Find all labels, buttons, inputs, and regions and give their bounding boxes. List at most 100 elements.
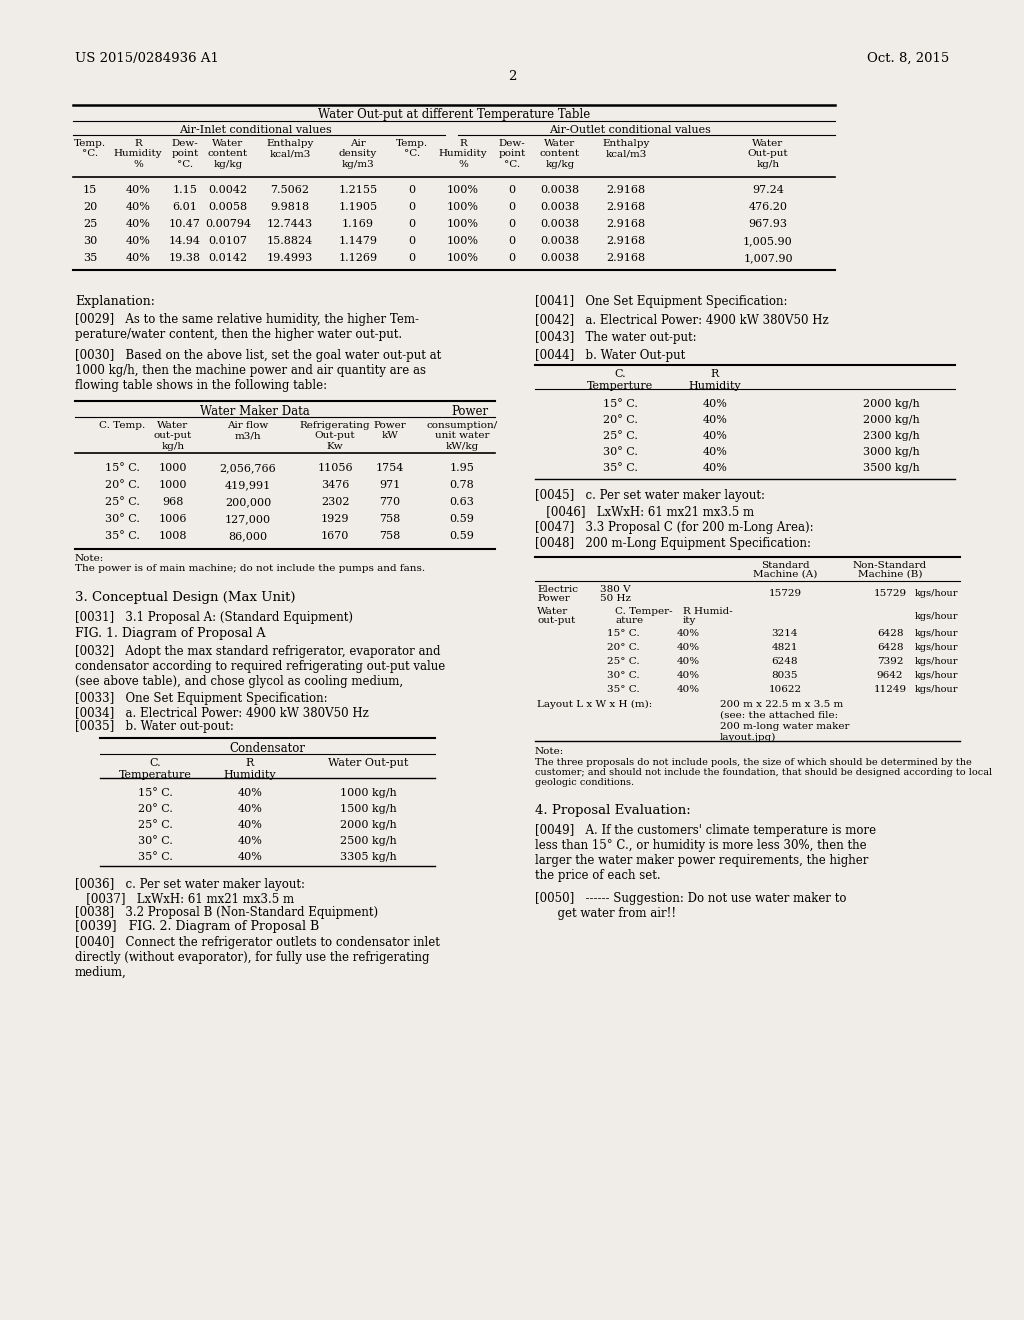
Text: 15729: 15729 <box>768 589 802 598</box>
Text: 100%: 100% <box>447 253 479 263</box>
Text: 1008: 1008 <box>159 531 187 541</box>
Text: Power: Power <box>452 405 488 418</box>
Text: layout.jpg): layout.jpg) <box>720 733 776 742</box>
Text: Explanation:: Explanation: <box>75 294 155 308</box>
Text: 100%: 100% <box>447 202 479 213</box>
Text: 25: 25 <box>83 219 97 228</box>
Text: 1000: 1000 <box>159 480 187 490</box>
Text: 0: 0 <box>409 236 416 246</box>
Text: 1.1479: 1.1479 <box>339 236 378 246</box>
Text: 1.169: 1.169 <box>342 219 374 228</box>
Text: kgs/hour: kgs/hour <box>914 589 958 598</box>
Text: 2000 kg/h: 2000 kg/h <box>863 399 920 409</box>
Text: Non-Standard: Non-Standard <box>853 561 927 570</box>
Text: C. Temper-: C. Temper- <box>615 607 673 616</box>
Text: 15° C.: 15° C. <box>104 463 139 473</box>
Text: 100%: 100% <box>447 219 479 228</box>
Text: Air flow
m3/h: Air flow m3/h <box>227 421 268 441</box>
Text: 35° C.: 35° C. <box>606 685 639 694</box>
Text: Air
density
kg/m3: Air density kg/m3 <box>339 139 377 169</box>
Text: C. Temp.: C. Temp. <box>99 421 145 430</box>
Text: 1006: 1006 <box>159 513 187 524</box>
Text: 0.00794: 0.00794 <box>205 219 251 228</box>
Text: 100%: 100% <box>447 185 479 195</box>
Text: 7392: 7392 <box>877 657 903 667</box>
Text: 1.95: 1.95 <box>450 463 474 473</box>
Text: 3500 kg/h: 3500 kg/h <box>863 463 920 473</box>
Text: Water: Water <box>537 607 568 616</box>
Text: 40%: 40% <box>677 643 699 652</box>
Text: 100%: 100% <box>447 236 479 246</box>
Text: 770: 770 <box>380 498 400 507</box>
Text: 20° C.: 20° C. <box>606 643 639 652</box>
Text: [0045]   c. Per set water maker layout:: [0045] c. Per set water maker layout: <box>535 488 765 502</box>
Text: Layout L x W x H (m):: Layout L x W x H (m): <box>537 700 652 709</box>
Text: [0034]   a. Electrical Power: 4900 kW 380V50 Hz: [0034] a. Electrical Power: 4900 kW 380V… <box>75 706 369 719</box>
Text: Standard: Standard <box>761 561 809 570</box>
Text: [0049]   A. If the customers' climate temperature is more
less than 15° C., or h: [0049] A. If the customers' climate temp… <box>535 824 877 882</box>
Text: [0043]   The water out-put:: [0043] The water out-put: <box>535 331 696 345</box>
Text: 10622: 10622 <box>768 685 802 694</box>
Text: 50 Hz: 50 Hz <box>600 594 631 603</box>
Text: 25° C.: 25° C. <box>104 498 139 507</box>
Text: [0039]   FIG. 2. Diagram of Proposal B: [0039] FIG. 2. Diagram of Proposal B <box>75 920 319 933</box>
Text: (see: the attached file:: (see: the attached file: <box>720 711 838 719</box>
Text: 0.0038: 0.0038 <box>541 185 580 195</box>
Text: 35° C.: 35° C. <box>104 531 139 541</box>
Text: 2302: 2302 <box>321 498 349 507</box>
Text: 9.9818: 9.9818 <box>270 202 309 213</box>
Text: 30° C.: 30° C. <box>602 447 637 457</box>
Text: 127,000: 127,000 <box>225 513 271 524</box>
Text: 30° C.: 30° C. <box>137 836 172 846</box>
Text: 10.47: 10.47 <box>169 219 201 228</box>
Text: Enthalpy
kcal/m3: Enthalpy kcal/m3 <box>266 139 313 158</box>
Text: 2.9168: 2.9168 <box>606 202 645 213</box>
Text: 0: 0 <box>509 236 515 246</box>
Text: Water
content
kg/kg: Water content kg/kg <box>208 139 248 169</box>
Text: Power: Power <box>537 594 569 603</box>
Text: 6.01: 6.01 <box>173 202 198 213</box>
Text: 19.4993: 19.4993 <box>267 253 313 263</box>
Text: 2500 kg/h: 2500 kg/h <box>340 836 396 846</box>
Text: Dew-
point
°C.: Dew- point °C. <box>499 139 525 169</box>
Text: 15° C.: 15° C. <box>602 399 637 409</box>
Text: 35° C.: 35° C. <box>602 463 637 473</box>
Text: 6248: 6248 <box>772 657 799 667</box>
Text: Power
kW: Power kW <box>374 421 407 441</box>
Text: 40%: 40% <box>126 202 151 213</box>
Text: [0031]   3.1 Proposal A: (Standard Equipment): [0031] 3.1 Proposal A: (Standard Equipme… <box>75 611 353 624</box>
Text: Enthalpy
kcal/m3: Enthalpy kcal/m3 <box>602 139 649 158</box>
Text: 25° C.: 25° C. <box>606 657 639 667</box>
Text: 0: 0 <box>509 253 515 263</box>
Text: Water
Out-put
kg/h: Water Out-put kg/h <box>748 139 788 169</box>
Text: 967.93: 967.93 <box>749 219 787 228</box>
Text: 40%: 40% <box>677 657 699 667</box>
Text: Oct. 8, 2015: Oct. 8, 2015 <box>866 51 949 65</box>
Text: 0.0142: 0.0142 <box>209 253 248 263</box>
Text: 1500 kg/h: 1500 kg/h <box>340 804 396 814</box>
Text: 40%: 40% <box>702 432 727 441</box>
Text: geologic conditions.: geologic conditions. <box>535 777 634 787</box>
Text: R
Humidity: R Humidity <box>689 370 741 391</box>
Text: [0042]   a. Electrical Power: 4900 kW 380V50 Hz: [0042] a. Electrical Power: 4900 kW 380V… <box>535 313 828 326</box>
Text: [0035]   b. Water out-pout:: [0035] b. Water out-pout: <box>75 719 233 733</box>
Text: kgs/hour: kgs/hour <box>914 671 958 680</box>
Text: [0041]   One Set Equipment Specification:: [0041] One Set Equipment Specification: <box>535 294 787 308</box>
Text: 40%: 40% <box>677 671 699 680</box>
Text: 968: 968 <box>163 498 183 507</box>
Text: 40%: 40% <box>126 236 151 246</box>
Text: 2000 kg/h: 2000 kg/h <box>340 820 396 830</box>
Text: 40%: 40% <box>702 463 727 473</box>
Text: [0030]   Based on the above list, set the goal water out-put at
1000 kg/h, then : [0030] Based on the above list, set the … <box>75 348 441 392</box>
Text: 2: 2 <box>508 70 516 83</box>
Text: 0.0107: 0.0107 <box>209 236 248 246</box>
Text: 1,005.90: 1,005.90 <box>743 236 793 246</box>
Text: 35: 35 <box>83 253 97 263</box>
Text: 9642: 9642 <box>877 671 903 680</box>
Text: 1.15: 1.15 <box>173 185 198 195</box>
Text: 40%: 40% <box>238 804 262 814</box>
Text: 25° C.: 25° C. <box>137 820 172 830</box>
Text: FIG. 1. Diagram of Proposal A: FIG. 1. Diagram of Proposal A <box>75 627 265 640</box>
Text: R
Humidity: R Humidity <box>223 758 276 780</box>
Text: [0037]   LxWxH: 61 mx21 mx3.5 m: [0037] LxWxH: 61 mx21 mx3.5 m <box>75 892 294 906</box>
